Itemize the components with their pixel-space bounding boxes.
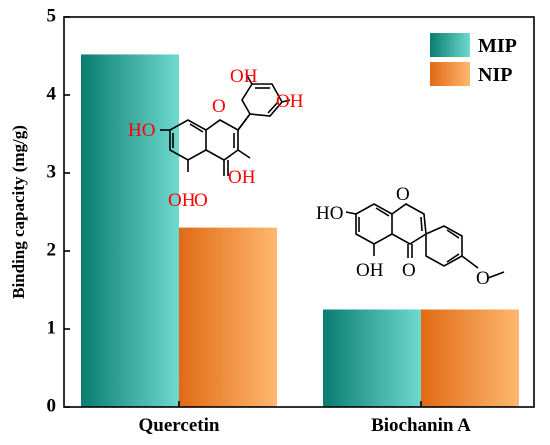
biochanin-a-structure: HO O OH O O xyxy=(316,184,505,289)
legend-label-nip: NIP xyxy=(478,64,512,86)
y-axis-title: Binding capacity (mg/g) xyxy=(9,125,28,299)
y-tick-label: 5 xyxy=(47,5,57,26)
legend-label-mip: MIP xyxy=(478,35,517,57)
bar-mip-biochanin-a xyxy=(323,309,421,407)
bar-nip-quercetin xyxy=(179,227,277,407)
legend-swatch-nip xyxy=(430,62,470,86)
biochanin-label-ho: HO xyxy=(316,203,343,224)
legend: MIP NIP xyxy=(430,33,517,86)
y-tick-label: 2 xyxy=(47,239,57,260)
quercetin-label-oh-bottom: OH xyxy=(168,190,196,211)
bars-layer xyxy=(81,54,519,407)
plot-frame xyxy=(63,16,535,408)
biochanin-label-o-ring: O xyxy=(396,184,410,205)
quercetin-label-o-carbonyl: O xyxy=(194,190,208,211)
bar-mip-quercetin xyxy=(81,54,179,407)
y-tick-label: 3 xyxy=(47,161,57,182)
biochanin-label-o-carbonyl: O xyxy=(402,260,416,281)
y-tick-label: 1 xyxy=(47,317,57,338)
x-axis: Quercetin Biochanin A xyxy=(139,401,471,436)
quercetin-label-oh-top1: OH xyxy=(230,66,258,87)
y-tick-label: 4 xyxy=(47,83,57,104)
y-tick-label: 0 xyxy=(47,395,57,416)
x-category-label: Quercetin xyxy=(139,415,220,436)
legend-swatch-mip xyxy=(430,33,470,57)
biochanin-label-oh: OH xyxy=(356,260,384,281)
x-category-label: Biochanin A xyxy=(371,415,471,436)
y-axis: 0 1 2 3 4 5 xyxy=(47,5,70,416)
quercetin-label-oh-top2: OH xyxy=(276,91,304,112)
quercetin-label-o-ring: O xyxy=(212,96,226,117)
quercetin-label-oh-right: OH xyxy=(228,167,256,188)
quercetin-label-ho-left: HO xyxy=(128,120,155,141)
bar-nip-biochanin-a xyxy=(421,309,519,407)
quercetin-structure: OH OH HO O OH OH O xyxy=(128,66,304,211)
biochanin-label-o-methoxy: O xyxy=(476,268,490,289)
